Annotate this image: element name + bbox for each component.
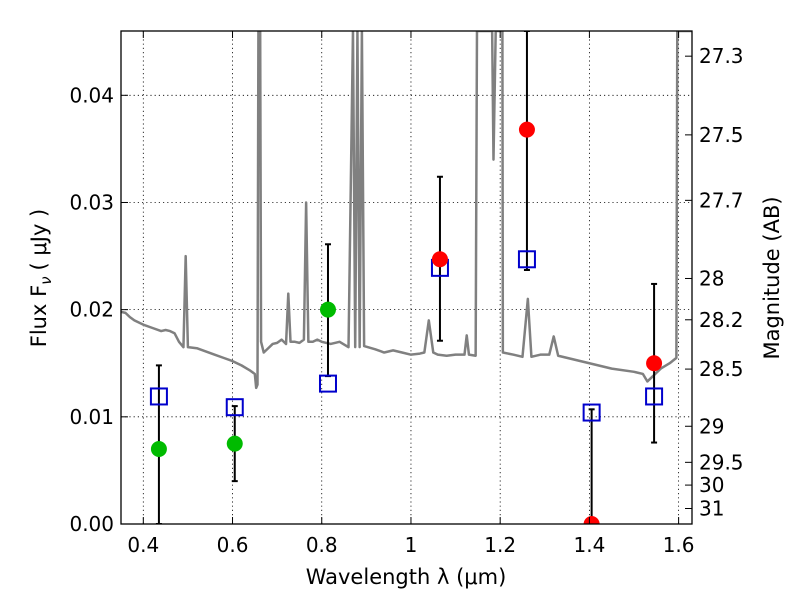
right-tick-label: 31 — [699, 497, 724, 521]
x-tick-label: 1.2 — [484, 533, 516, 557]
model-point-square — [517, 250, 536, 269]
y-tick-label: 0.04 — [69, 83, 114, 107]
plot-frame — [120, 30, 693, 525]
x-tick-label: 1.4 — [573, 533, 605, 557]
detection-point — [583, 516, 600, 524]
detection-point — [431, 251, 448, 268]
right-tick-label: 30 — [699, 473, 724, 497]
x-tick-label: 0.6 — [217, 533, 249, 557]
y-axis-label-units: ( μJy ) — [27, 209, 51, 271]
data-points — [150, 121, 663, 524]
photometry-point — [319, 301, 336, 318]
model-spectrum-line — [121, 31, 692, 390]
plot-area — [121, 31, 692, 524]
right-tick-label: 27.3 — [699, 44, 744, 68]
model-point-square — [645, 387, 664, 406]
right-tick-label: 29.5 — [699, 450, 744, 474]
x-tick-label: 1.6 — [663, 533, 695, 557]
model-points — [149, 250, 664, 422]
photometry-point — [150, 440, 167, 457]
detection-point — [646, 355, 663, 372]
right-tick-label: 27.5 — [699, 123, 744, 147]
right-tick-label: 28.2 — [699, 308, 744, 332]
detection-point — [518, 121, 535, 138]
right-tick-label: 28 — [699, 266, 724, 290]
model-point-square — [318, 374, 337, 393]
x-tick-label: 0.4 — [127, 533, 159, 557]
right-tick-label: 29 — [699, 414, 724, 438]
y-axis-ticks: 0.00 0.01 0.02 0.03 0.04 — [69, 83, 128, 536]
y-tick-label: 0.01 — [69, 405, 114, 429]
grid-lines — [121, 31, 692, 525]
x-axis-ticks: 0.4 0.6 0.8 1 1.2 1.4 1.6 — [127, 31, 695, 557]
x-axis-label: Wavelength λ (μm) — [306, 565, 507, 589]
right-axis-label: Magnitude (AB) — [760, 196, 784, 359]
model-point-square — [149, 387, 168, 406]
right-tick-label: 28.5 — [699, 357, 744, 381]
y-axis-label-main: Flux F — [27, 285, 51, 347]
model-point-square — [225, 398, 244, 417]
x-tick-label: 0.8 — [306, 533, 338, 557]
model-point-square — [582, 403, 601, 422]
y-axis-label: Flux Fν ( μJy ) — [27, 209, 55, 348]
y-tick-label: 0.03 — [69, 190, 114, 214]
photometry-point — [226, 435, 243, 452]
y-tick-label: 0.00 — [69, 512, 114, 536]
x-tick-label: 1 — [405, 533, 418, 557]
right-tick-label: 27.7 — [699, 188, 744, 212]
y-axis-label-subscript: ν — [37, 276, 55, 284]
y-tick-label: 0.02 — [69, 298, 114, 322]
